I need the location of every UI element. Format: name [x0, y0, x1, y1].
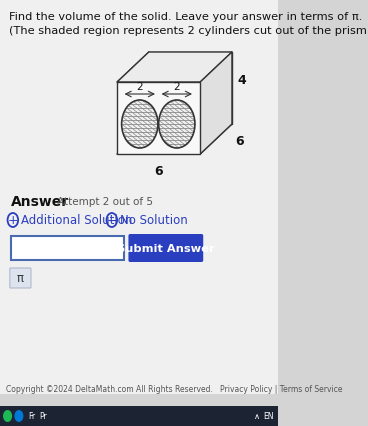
Text: Additional Solution: Additional Solution [21, 214, 132, 227]
Circle shape [159, 101, 195, 149]
Text: 6: 6 [236, 135, 244, 148]
Text: Fr: Fr [28, 412, 35, 420]
Text: Answer: Answer [11, 195, 69, 208]
Text: EN: EN [263, 412, 273, 420]
Text: 6: 6 [154, 164, 163, 178]
Text: π: π [17, 272, 24, 285]
Text: No Solution: No Solution [120, 214, 188, 227]
FancyBboxPatch shape [11, 236, 124, 260]
Text: 4: 4 [237, 74, 246, 87]
Text: Pr: Pr [39, 412, 47, 420]
Circle shape [14, 410, 24, 422]
Polygon shape [117, 53, 232, 83]
Text: (The shaded region represents 2 cylinders cut out of the prism.): (The shaded region represents 2 cylinder… [9, 26, 368, 36]
Text: Submit Answer: Submit Answer [117, 243, 214, 253]
Text: Find the volume of the solid. Leave your answer in terms of π.: Find the volume of the solid. Leave your… [9, 12, 362, 22]
Polygon shape [149, 53, 232, 125]
Polygon shape [117, 83, 200, 155]
Text: Attempt 2 out of 5: Attempt 2 out of 5 [57, 196, 153, 207]
FancyBboxPatch shape [10, 268, 31, 288]
Text: 2: 2 [137, 82, 143, 92]
Circle shape [3, 410, 12, 422]
Text: −: − [107, 214, 117, 227]
Text: 2: 2 [173, 82, 180, 92]
Text: +: + [7, 214, 18, 227]
Bar [0, 406, 278, 426]
FancyBboxPatch shape [128, 234, 203, 262]
Circle shape [122, 101, 158, 149]
Polygon shape [200, 53, 232, 155]
Text: ∧: ∧ [254, 412, 260, 420]
Text: Copyright ©2024 DeltaMath.com All Rights Reserved.   Privacy Policy | Terms of S: Copyright ©2024 DeltaMath.com All Rights… [6, 384, 343, 393]
